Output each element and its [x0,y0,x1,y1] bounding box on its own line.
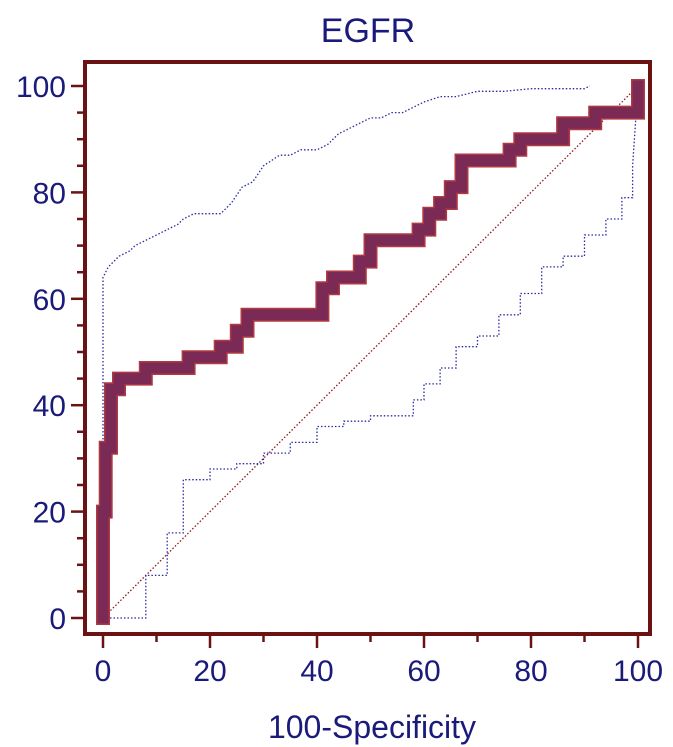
chart-title: EGFR [321,12,415,50]
x-tick-label: 40 [300,655,333,688]
x-axis-label: 100-Specificity [268,709,476,745]
confidence-upper-line [102,85,591,618]
x-axis: 0 20 40 60 80 100 [95,634,663,688]
y-tick-label: 80 [33,177,66,210]
x-tick-label: 0 [95,655,112,688]
x-tick-label: 60 [407,655,440,688]
y-tick-label: 0 [49,603,66,636]
confidence-lower-line [103,85,639,619]
y-tick-label: 60 [33,284,66,317]
roc-curve [97,80,644,624]
x-tick-label: 80 [514,655,547,688]
y-axis: 0 20 40 60 80 100 [16,71,85,636]
x-tick-label: 100 [613,655,663,688]
y-tick-label: 20 [33,497,66,530]
plot-frame [83,60,652,636]
plot-area [96,79,645,625]
x-tick-label: 20 [193,655,226,688]
y-tick-label: 40 [33,390,66,423]
y-tick-label: 100 [16,71,66,104]
